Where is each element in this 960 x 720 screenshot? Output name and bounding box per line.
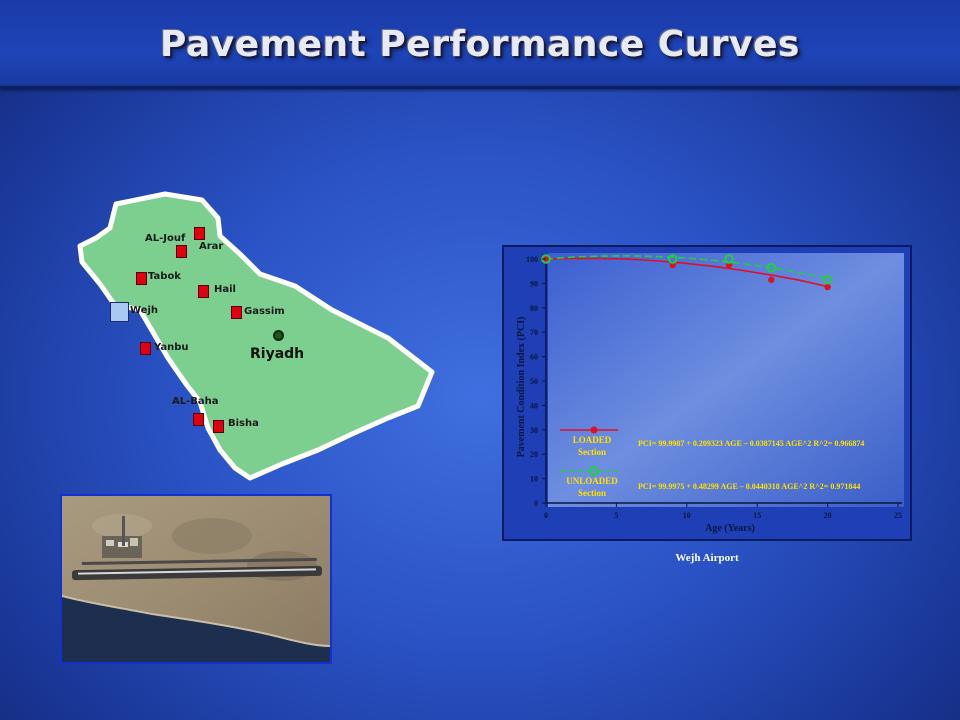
city-marker-bisha[interactable] bbox=[213, 420, 224, 433]
slide-title: Pavement Performance Curves bbox=[160, 24, 800, 65]
equation-loaded: PCI= 99.9987 + 0.209323 AGE – 0.0387145 … bbox=[638, 439, 864, 448]
series-line-unloaded bbox=[545, 254, 828, 280]
saudi-map bbox=[77, 191, 435, 481]
chart-caption: Wejh Airport bbox=[675, 552, 739, 564]
legend-label-loaded-1: LOADED bbox=[573, 435, 612, 445]
y-axis-label: Pavement Condition Index (PCI) bbox=[516, 317, 527, 458]
data-point-unloaded bbox=[667, 254, 678, 264]
legend-marker-loaded bbox=[590, 426, 598, 434]
city-marker-gassim[interactable] bbox=[231, 306, 242, 319]
city-label-arar: Arar bbox=[199, 241, 224, 252]
city-label-wejh: Wejh bbox=[130, 305, 159, 316]
data-point-loaded bbox=[824, 283, 831, 291]
plot-area bbox=[548, 253, 904, 507]
equation-unloaded: PCI= 99.9975 + 0.48299 AGE – 0.0440318 A… bbox=[638, 482, 860, 491]
legend: LOADED Section UNLOADED Section bbox=[560, 426, 618, 498]
city-label-yanbu: Yanbu bbox=[154, 342, 189, 353]
data-point-unloaded bbox=[724, 254, 734, 264]
city-label-tabok: Tabok bbox=[148, 271, 181, 282]
y-tick-label: 50 bbox=[530, 377, 538, 386]
city-marker-al-baha[interactable] bbox=[193, 413, 204, 426]
y-tick-label: 40 bbox=[530, 401, 538, 410]
y-tick-label: 20 bbox=[530, 450, 538, 459]
legend-label-unloaded-1: UNLOADED bbox=[566, 476, 618, 486]
map-land bbox=[77, 191, 435, 481]
series-line-loaded bbox=[545, 257, 828, 288]
city-label-hail: Hail bbox=[214, 284, 236, 295]
city-marker-al-jouf[interactable] bbox=[194, 227, 205, 240]
y-tick-label: 70 bbox=[530, 328, 538, 337]
pci-chart: 0 10 20 30 40 50 60 70 80 90 100 0 5 10 15 20 25 Pavemen… bbox=[516, 253, 904, 534]
city-marker-arar[interactable] bbox=[176, 245, 187, 258]
legend-marker-unloaded bbox=[589, 466, 599, 476]
x-tick-label: 5 bbox=[614, 511, 618, 520]
y-tick-label: 30 bbox=[530, 426, 538, 435]
y-tick-label: 60 bbox=[530, 353, 538, 362]
y-tick-label: 100 bbox=[526, 255, 538, 264]
x-tick-label: 25 bbox=[894, 511, 902, 520]
airport-aerial-photo bbox=[60, 494, 332, 664]
x-tick-label: 0 bbox=[544, 511, 548, 520]
city-label-al-baha: AL-Baha bbox=[172, 396, 219, 407]
title-band bbox=[0, 0, 960, 88]
x-tick-label: 10 bbox=[683, 511, 691, 520]
data-point-unloaded bbox=[822, 274, 833, 285]
capital-marker-riyadh[interactable] bbox=[273, 330, 284, 341]
city-marker-yanbu[interactable] bbox=[140, 342, 151, 355]
chart-frame: 0 10 20 30 40 50 60 70 80 90 100 0 5 10 15 20 25 Pavemen… bbox=[502, 245, 912, 541]
city-marker-hail[interactable] bbox=[198, 285, 209, 298]
legend-label-loaded-2: Section bbox=[578, 447, 606, 457]
x-axis-label: Age (Years) bbox=[705, 523, 755, 534]
title-divider bbox=[0, 86, 960, 89]
y-tick-label: 90 bbox=[530, 279, 538, 288]
city-label-gassim: Gassim bbox=[244, 306, 285, 317]
city-marker-wejh[interactable] bbox=[110, 302, 129, 322]
city-label-bisha: Bisha bbox=[228, 418, 259, 429]
capital-label-riyadh: Riyadh bbox=[250, 346, 305, 362]
data-point-loaded bbox=[768, 276, 775, 283]
x-tick-label: 20 bbox=[824, 511, 832, 520]
y-tick-label: 10 bbox=[530, 475, 538, 484]
y-tick-label: 0 bbox=[534, 499, 538, 508]
city-label-al-jouf: AL-Jouf bbox=[145, 233, 186, 244]
y-tick-label: 80 bbox=[530, 304, 538, 313]
city-marker-tabok[interactable] bbox=[136, 272, 147, 285]
data-point-unloaded bbox=[766, 262, 777, 273]
x-tick-label: 15 bbox=[753, 511, 761, 520]
legend-label-unloaded-2: Section bbox=[578, 488, 606, 498]
